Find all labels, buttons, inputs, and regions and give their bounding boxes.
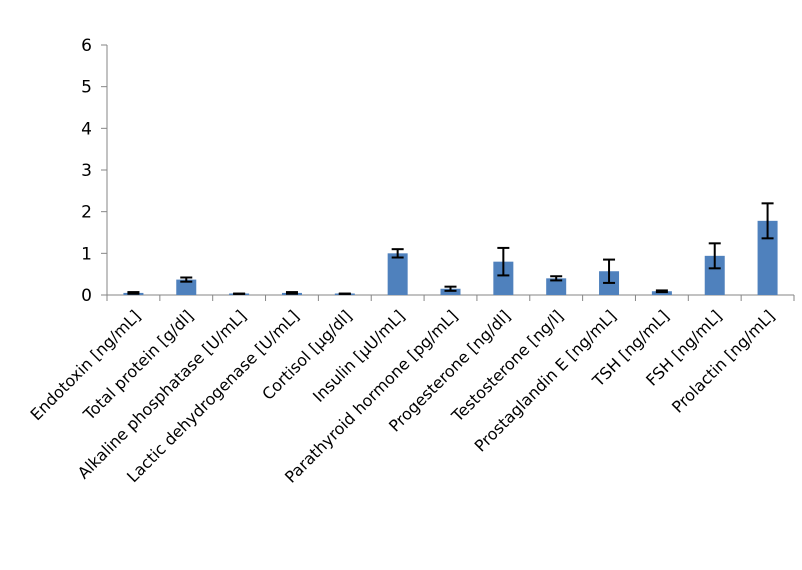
y-tick-label: 4 bbox=[81, 119, 92, 139]
error-bar bbox=[708, 242, 721, 270]
category-label: Cortisol [µg/dl] bbox=[258, 306, 355, 403]
y-tick-label: 6 bbox=[81, 36, 92, 56]
error-bar bbox=[655, 289, 668, 294]
y-tick-label: 5 bbox=[81, 78, 92, 98]
bar bbox=[704, 255, 725, 295]
error-bar bbox=[127, 291, 140, 295]
y-tick-label: 3 bbox=[81, 161, 92, 181]
error-bar bbox=[180, 276, 193, 283]
bar bbox=[546, 278, 567, 295]
category-label: Prolactin [ng/mL] bbox=[668, 306, 778, 416]
y-tick-label: 2 bbox=[81, 203, 92, 223]
category-label: Insulin [µU/mL] bbox=[309, 306, 409, 406]
error-bar bbox=[444, 285, 457, 292]
error-bar bbox=[550, 275, 563, 282]
x-axis bbox=[106, 294, 795, 301]
bar bbox=[651, 291, 672, 295]
y-tick-label: 1 bbox=[81, 244, 92, 264]
error-bar bbox=[603, 258, 616, 284]
error-bar bbox=[391, 248, 404, 259]
bar bbox=[440, 288, 461, 295]
bar bbox=[757, 220, 778, 295]
bars bbox=[123, 220, 778, 295]
category-labels: Endotoxin [ng/mL]Total protein [g/dl]Alk… bbox=[26, 306, 778, 486]
bar bbox=[387, 253, 408, 295]
y-axis: 0 1 2 3 4 5 6 bbox=[81, 36, 108, 306]
error-bar bbox=[497, 246, 510, 277]
error-bars bbox=[127, 202, 774, 295]
error-bar bbox=[761, 202, 774, 240]
bar bbox=[493, 261, 514, 295]
y-tick-label: 0 bbox=[81, 286, 92, 306]
bar bbox=[176, 279, 197, 295]
error-bar bbox=[285, 291, 298, 295]
